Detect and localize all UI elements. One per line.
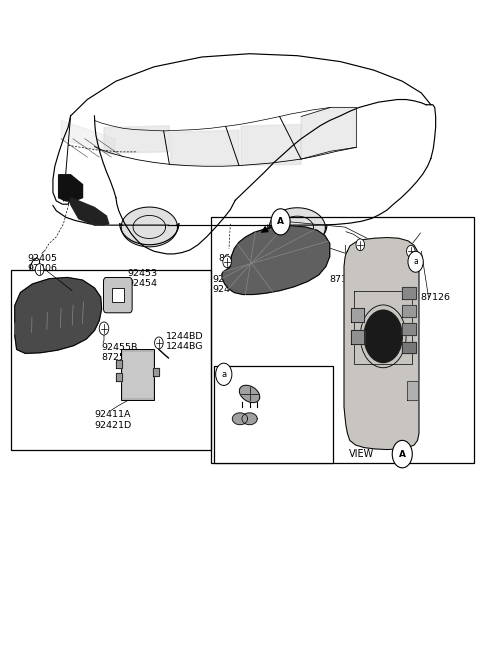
Text: a: a [413, 258, 418, 266]
Text: 87126: 87126 [420, 292, 450, 302]
Text: 92455B
87259A: 92455B 87259A [102, 343, 138, 362]
Bar [112, 288, 123, 302]
Polygon shape [344, 238, 419, 449]
Bar [351, 307, 364, 322]
Polygon shape [104, 125, 169, 153]
Polygon shape [301, 107, 357, 159]
Circle shape [216, 363, 232, 386]
Polygon shape [71, 198, 109, 225]
Circle shape [392, 440, 412, 468]
Text: 92453
92454: 92453 92454 [128, 269, 158, 288]
Bar [402, 342, 416, 353]
Bar [214, 366, 333, 463]
Text: 92125C: 92125C [268, 388, 304, 396]
Polygon shape [116, 373, 122, 381]
Text: A: A [399, 449, 406, 459]
Text: 92411A
92421D: 92411A 92421D [95, 410, 132, 430]
Polygon shape [242, 413, 257, 424]
FancyBboxPatch shape [120, 350, 154, 401]
Text: 86910: 86910 [218, 254, 249, 263]
FancyBboxPatch shape [104, 277, 132, 313]
Polygon shape [269, 208, 325, 248]
Polygon shape [15, 277, 102, 353]
Text: a: a [221, 370, 227, 379]
Polygon shape [171, 130, 239, 166]
Circle shape [271, 209, 290, 235]
Text: 87125G: 87125G [330, 275, 367, 284]
Circle shape [35, 263, 44, 275]
Polygon shape [240, 385, 260, 403]
Text: 92405
92406: 92405 92406 [28, 254, 58, 273]
Polygon shape [222, 226, 330, 294]
Circle shape [407, 246, 415, 257]
Bar [402, 287, 416, 299]
Polygon shape [232, 413, 248, 424]
Bar [402, 323, 416, 335]
Polygon shape [121, 207, 178, 247]
Circle shape [408, 251, 423, 272]
Text: 92126A: 92126A [243, 428, 279, 438]
Polygon shape [241, 124, 301, 166]
Circle shape [155, 337, 163, 349]
Bar [11, 269, 211, 449]
Polygon shape [116, 360, 122, 368]
Text: A: A [277, 217, 284, 227]
Polygon shape [61, 120, 115, 156]
Bar [402, 305, 416, 317]
Text: 92401B
92402B: 92401B 92402B [213, 275, 249, 294]
Circle shape [364, 310, 402, 363]
Text: VIEW: VIEW [349, 449, 374, 459]
Circle shape [223, 256, 231, 267]
Circle shape [99, 322, 109, 335]
Text: 1244BD
1244BG: 1244BD 1244BG [166, 332, 204, 351]
Text: 97714L: 97714L [58, 288, 93, 297]
Polygon shape [153, 368, 159, 376]
Bar [407, 381, 418, 401]
Circle shape [356, 239, 364, 251]
Bar [351, 330, 364, 344]
Bar [211, 217, 474, 463]
Polygon shape [123, 352, 152, 397]
Polygon shape [59, 175, 83, 201]
